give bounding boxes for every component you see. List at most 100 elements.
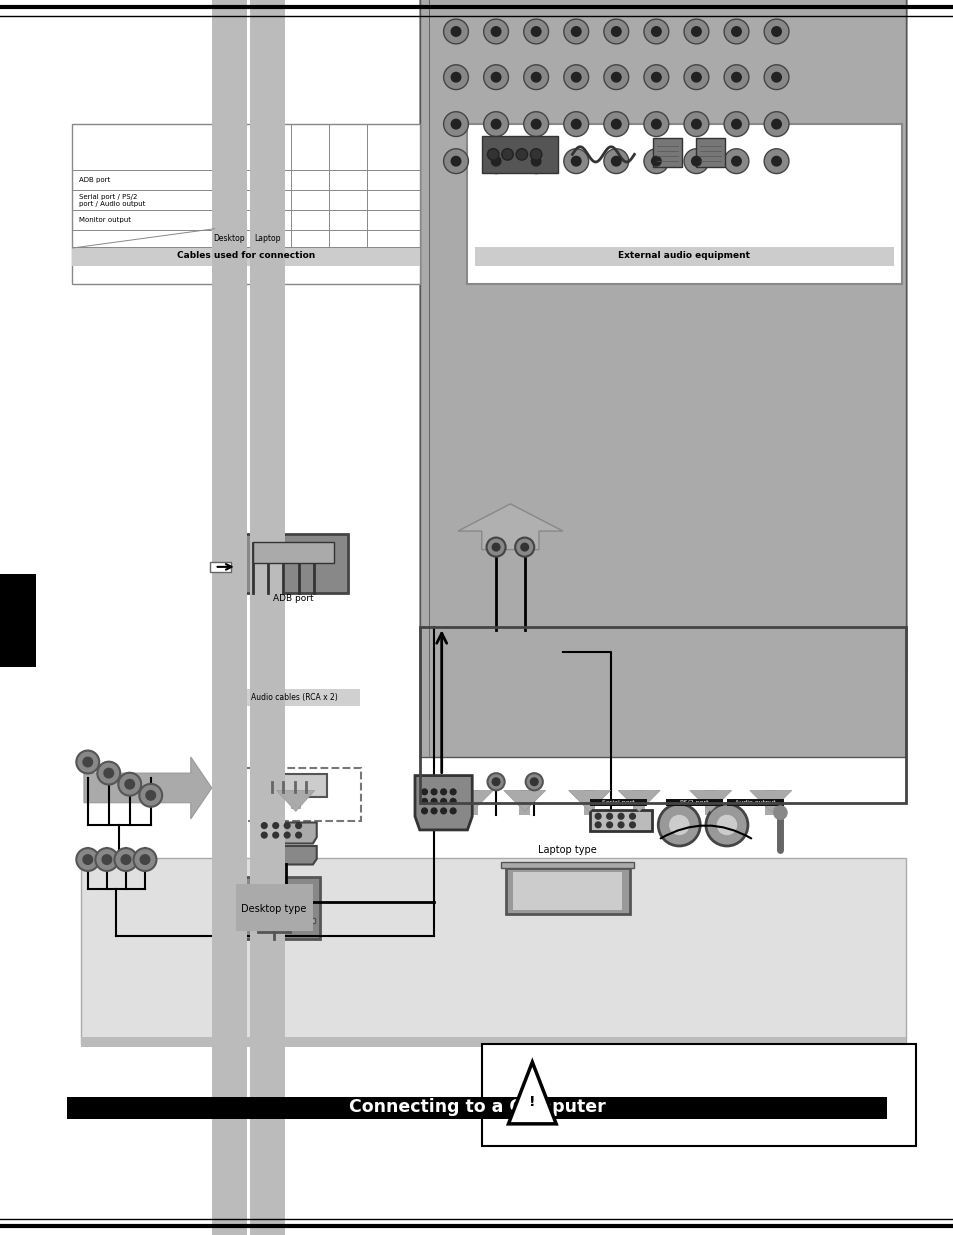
Circle shape — [618, 823, 623, 827]
Circle shape — [618, 814, 623, 819]
Text: !: ! — [529, 1095, 535, 1109]
Circle shape — [563, 19, 588, 44]
Circle shape — [571, 27, 580, 36]
Circle shape — [731, 27, 740, 36]
Bar — [265, 774, 327, 797]
Polygon shape — [276, 790, 314, 811]
Bar — [419, 627, 905, 803]
Circle shape — [440, 789, 446, 794]
Circle shape — [431, 799, 436, 804]
Circle shape — [443, 64, 468, 90]
Circle shape — [483, 64, 508, 90]
Circle shape — [83, 757, 92, 767]
Circle shape — [603, 111, 628, 137]
Circle shape — [571, 73, 580, 82]
Circle shape — [531, 27, 540, 36]
Bar — [589, 810, 651, 831]
Circle shape — [611, 120, 620, 128]
Polygon shape — [254, 823, 316, 844]
Circle shape — [771, 157, 781, 165]
Circle shape — [451, 120, 460, 128]
Circle shape — [102, 855, 112, 864]
Circle shape — [450, 799, 456, 804]
Text: ADB port: ADB port — [79, 178, 111, 183]
Bar — [704, 790, 716, 815]
Circle shape — [771, 27, 781, 36]
Circle shape — [651, 73, 660, 82]
Circle shape — [629, 823, 635, 827]
Polygon shape — [84, 757, 212, 819]
Circle shape — [83, 855, 92, 864]
Circle shape — [501, 148, 513, 161]
Bar — [0, 574, 36, 667]
Circle shape — [443, 148, 468, 174]
Circle shape — [531, 120, 540, 128]
Bar — [81, 858, 905, 1044]
Circle shape — [491, 27, 500, 36]
Text: Connecting to a Computer: Connecting to a Computer — [348, 1098, 605, 1115]
Circle shape — [487, 148, 498, 161]
Circle shape — [133, 848, 156, 871]
Circle shape — [146, 790, 155, 800]
Circle shape — [651, 157, 660, 165]
Circle shape — [121, 855, 131, 864]
Circle shape — [643, 19, 668, 44]
Bar — [726, 799, 783, 806]
Bar — [481, 136, 558, 173]
Polygon shape — [568, 790, 610, 811]
Circle shape — [723, 64, 748, 90]
Polygon shape — [749, 790, 791, 811]
Circle shape — [431, 789, 436, 794]
Polygon shape — [503, 790, 545, 811]
Circle shape — [525, 773, 542, 790]
Bar — [291, 790, 300, 809]
Circle shape — [295, 832, 301, 839]
Bar — [500, 862, 634, 868]
Text: Desktop: Desktop — [213, 233, 245, 243]
Bar — [236, 768, 360, 821]
Circle shape — [643, 64, 668, 90]
Circle shape — [443, 19, 468, 44]
Circle shape — [76, 751, 99, 773]
Circle shape — [691, 27, 700, 36]
Polygon shape — [689, 790, 731, 811]
Circle shape — [643, 148, 668, 174]
Circle shape — [705, 804, 747, 846]
Circle shape — [97, 762, 120, 784]
Circle shape — [273, 832, 278, 839]
Bar — [210, 562, 231, 572]
Circle shape — [450, 808, 456, 814]
Circle shape — [450, 789, 456, 794]
Bar — [505, 868, 629, 914]
Bar — [481, 1044, 915, 1146]
Circle shape — [723, 19, 748, 44]
Bar — [419, 0, 905, 627]
Circle shape — [95, 848, 118, 871]
Circle shape — [571, 157, 580, 165]
Circle shape — [421, 799, 427, 804]
Circle shape — [611, 27, 620, 36]
Bar — [419, 0, 905, 673]
Circle shape — [611, 157, 620, 165]
Text: PS/2 port: PS/2 port — [679, 800, 708, 805]
Bar — [589, 799, 646, 806]
Circle shape — [491, 120, 500, 128]
Text: Audio output: Audio output — [735, 800, 775, 805]
Polygon shape — [457, 504, 562, 550]
Text: Serial port: Serial port — [601, 800, 634, 805]
Bar — [696, 138, 724, 167]
Bar — [513, 872, 621, 910]
Circle shape — [451, 73, 460, 82]
Bar — [583, 790, 595, 815]
Text: Serial port / PS/2
port / Audio output: Serial port / PS/2 port / Audio output — [79, 194, 146, 206]
Circle shape — [421, 789, 427, 794]
Bar — [665, 799, 722, 806]
Bar — [419, 0, 905, 720]
Bar — [81, 1037, 905, 1047]
Circle shape — [763, 64, 788, 90]
Text: Monitor output: Monitor output — [79, 217, 132, 222]
Bar — [475, 247, 893, 266]
Circle shape — [717, 815, 736, 835]
Circle shape — [723, 111, 748, 137]
Circle shape — [530, 778, 537, 785]
